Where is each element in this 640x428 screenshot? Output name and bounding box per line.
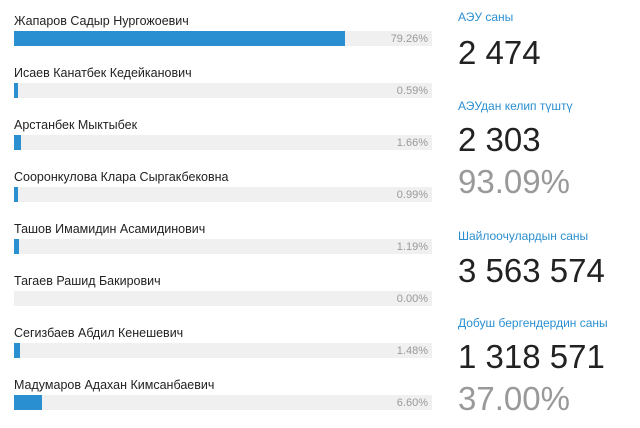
vote-bar-track: 1.66% [14,135,432,150]
candidate-row: Арстанбек Мыктыбек 1.66% [14,104,432,156]
turnout-percent: 37.00% [458,380,570,417]
voters-count-value: 3 563 574 [458,252,605,289]
vote-percent: 0.59% [396,85,428,97]
candidate-row: Тагаев Рашид Бакирович 0.00% [14,260,432,312]
candidate-row: Сегизбаев Абдил Кенешевич 1.48% [14,312,432,364]
vote-bar-fill [14,83,18,98]
vote-bar-track: 0.59% [14,83,432,98]
vote-percent: 1.66% [396,137,428,149]
voters-count-label: Шайлоочулардын саны [458,229,589,243]
candidate-name: Арстанбек Мыктыбек [14,118,138,132]
candidate-name: Исаев Канатбек Кедейканович [14,66,192,80]
candidate-row: Мадумаров Адахан Кимсанбаевич 6.60% [14,364,432,416]
aeu-received-percent: 93.09% [458,163,570,200]
vote-percent: 0.00% [396,293,428,305]
vote-bar-track: 79.26% [14,31,432,46]
vote-bar-fill [14,187,18,202]
vote-bar-fill [14,343,20,358]
candidate-name: Сегизбаев Абдил Кенешевич [14,326,184,340]
vote-bar-track: 1.19% [14,239,432,254]
vote-bar-fill [14,135,21,150]
vote-percent: 1.48% [396,345,428,357]
vote-bar-track: 1.48% [14,343,432,358]
candidate-row: Ташов Имамидин Асамидинович 1.19% [14,208,432,260]
candidate-name: Жапаров Садыр Нургожоевич [14,14,189,28]
candidate-row: Жапаров Садыр Нургожоевич 79.26% [14,0,432,52]
vote-bar-track: 0.00% [14,291,432,306]
vote-bar-track: 6.60% [14,395,432,410]
candidate-row: Исаев Канатбек Кедейканович 0.59% [14,52,432,104]
aeu-count-label: АЭУ саны [458,10,514,24]
vote-bar-fill [14,31,345,46]
vote-bar-fill [14,395,42,410]
candidate-name: Мадумаров Адахан Кимсанбаевич [14,378,215,392]
candidate-name: Сооронкулова Клара Сыргакбековна [14,170,229,184]
aeu-received-value: 2 303 [458,121,541,158]
vote-percent: 1.19% [396,241,428,253]
turnout-label: Добуш бергендердин саны [458,316,608,330]
aeu-count-value: 2 474 [458,34,541,71]
candidate-name: Тагаев Рашид Бакирович [14,274,161,288]
candidate-name: Ташов Имамидин Асамидинович [14,222,206,236]
vote-percent: 79.26% [390,33,428,45]
vote-bar-fill [14,239,19,254]
vote-percent: 0.99% [396,189,428,201]
vote-percent: 6.60% [396,397,428,409]
candidate-row: Сооронкулова Клара Сыргакбековна 0.99% [14,156,432,208]
aeu-received-label: АЭУдан келип түштү [458,99,573,113]
vote-bar-track: 0.99% [14,187,432,202]
candidate-list: Жапаров Садыр Нургожоевич 79.26% Исаев К… [14,0,432,416]
turnout-value: 1 318 571 [458,338,605,375]
